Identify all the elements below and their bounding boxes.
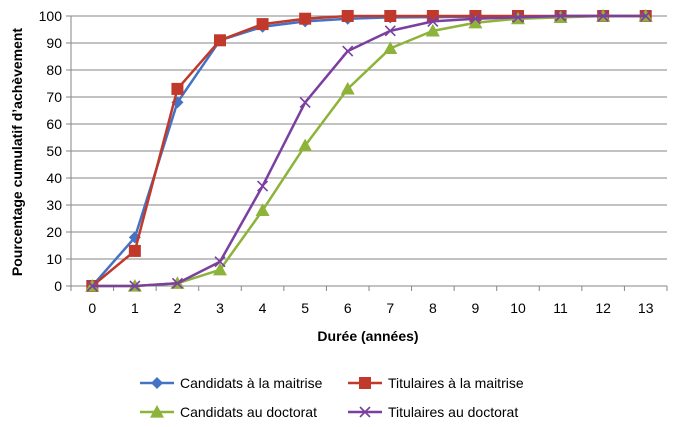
x-tick-label: 8 (429, 300, 437, 316)
legend-label: Titulaires à la maitrise (388, 375, 524, 391)
y-tick-label: 30 (46, 197, 62, 213)
y-tick-labels: 0 10 20 30 40 50 60 70 80 90 100 (39, 8, 63, 294)
data-point (427, 15, 439, 27)
y-tick-label: 80 (46, 62, 62, 78)
data-point (425, 23, 440, 37)
series-4 (86, 10, 652, 292)
data-point (597, 10, 609, 22)
data-point (298, 138, 313, 152)
legend-item: Candidats au doctorat (140, 404, 317, 420)
data-point (468, 15, 483, 29)
legend-item: Titulaires à la maitrise (348, 375, 524, 391)
data-point (128, 244, 141, 257)
data-point (383, 41, 398, 54)
y-tick-label: 40 (46, 170, 62, 186)
legend-marker (359, 377, 371, 389)
data-point (512, 11, 524, 23)
x-tick-label: 11 (553, 300, 568, 316)
data-point (171, 277, 183, 289)
axes (66, 15, 668, 291)
x-tick-label: 9 (472, 300, 480, 316)
data-point (171, 82, 184, 95)
y-tick-label: 90 (46, 35, 62, 51)
data-point (129, 280, 141, 292)
data-point (384, 10, 397, 22)
x-tick-label: 7 (386, 300, 394, 316)
x-tick-label: 13 (638, 300, 654, 316)
x-tick-label: 10 (510, 300, 526, 316)
data-point (341, 10, 354, 22)
legend-marker (359, 406, 371, 418)
x-tick-label: 4 (259, 300, 267, 316)
x-tick-label: 2 (174, 300, 182, 316)
data-point (640, 10, 652, 22)
legend-label: Candidats à la maitrise (180, 375, 323, 391)
y-tick-label: 20 (46, 224, 62, 240)
legend-label: Titulaires au doctorat (388, 404, 518, 420)
legend-item: Candidats à la maitrise (140, 375, 323, 391)
data-point (555, 10, 567, 22)
x-tick-labels: 0 1 2 3 4 5 6 7 8 9 10 11 12 13 (88, 300, 653, 316)
x-tick-label: 3 (216, 300, 224, 316)
y-tick-label: 10 (46, 251, 62, 267)
x-tick-label: 12 (595, 300, 611, 316)
data-point (299, 96, 311, 108)
legend-label: Candidats au doctorat (180, 404, 317, 420)
grid-lines (71, 15, 667, 260)
y-axis-title: Pourcentage cumulatif d’achèvement (9, 28, 25, 277)
data-point (384, 25, 396, 37)
x-axis-title: Durée (années) (317, 328, 418, 344)
x-tick-label: 0 (88, 300, 96, 316)
legend-item: Titulaires au doctorat (348, 404, 518, 420)
data-point (213, 262, 227, 276)
y-tick-label: 100 (39, 8, 63, 24)
data-point (214, 256, 226, 268)
data-point (342, 45, 354, 57)
data-point (469, 13, 481, 25)
legend-marker (151, 377, 163, 389)
y-tick-label: 0 (54, 278, 62, 294)
x-tick-label: 5 (301, 300, 309, 316)
series-group (85, 9, 653, 292)
data-point (256, 18, 269, 31)
legend: Candidats à la maitrise Titulaires à la m… (140, 375, 524, 420)
data-point (86, 280, 98, 292)
data-point (299, 12, 312, 25)
data-point (257, 180, 269, 192)
data-point (214, 34, 226, 47)
y-tick-label: 50 (46, 143, 62, 159)
series-3 (85, 9, 653, 292)
legend-marker (150, 405, 164, 418)
data-point (340, 81, 355, 95)
data-point (255, 203, 270, 216)
x-tick-label: 6 (344, 300, 352, 316)
y-tick-label: 70 (46, 89, 62, 105)
x-tick-label: 1 (131, 300, 139, 316)
series-line (92, 14, 646, 288)
y-tick-label: 60 (46, 116, 62, 132)
